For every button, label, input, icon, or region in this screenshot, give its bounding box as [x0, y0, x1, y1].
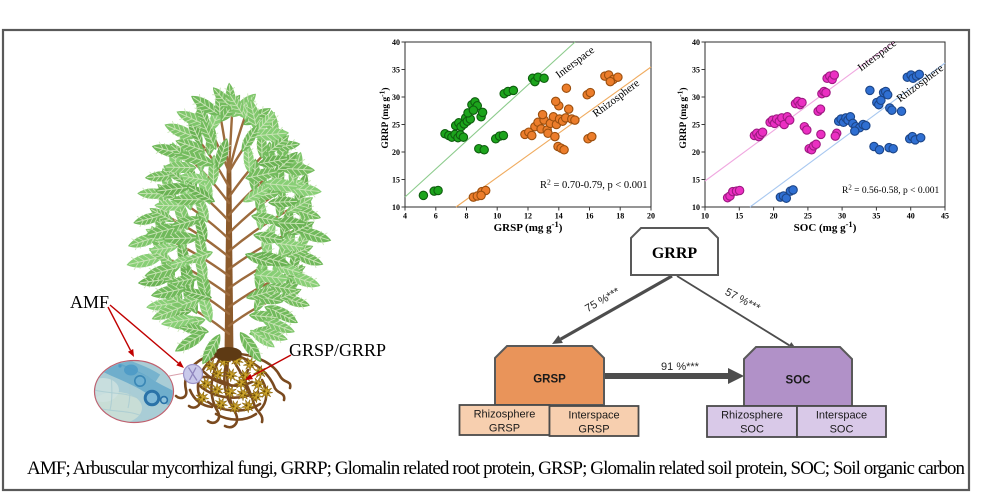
svg-text:R2 = 0.70-0.79, p < 0.001: R2 = 0.70-0.79, p < 0.001 — [540, 178, 648, 192]
svg-text:25: 25 — [392, 120, 400, 129]
svg-text:10: 10 — [692, 203, 700, 212]
svg-text:57 %***: 57 %*** — [723, 286, 763, 315]
svg-text:30: 30 — [692, 93, 700, 102]
svg-text:8: 8 — [465, 212, 469, 221]
svg-text:30: 30 — [392, 93, 400, 102]
svg-text:40: 40 — [392, 38, 400, 47]
svg-text:GRSP: GRSP — [533, 374, 566, 386]
svg-text:40: 40 — [692, 38, 700, 47]
svg-text:GRSP (mg g-1): GRSP (mg g-1) — [494, 219, 563, 234]
svg-text:Rhizosphere: Rhizosphere — [474, 409, 536, 421]
svg-text:Interspace: Interspace — [816, 410, 867, 422]
svg-text:20: 20 — [647, 212, 655, 221]
svg-text:Rhizosphere: Rhizosphere — [721, 410, 783, 422]
svg-text:14: 14 — [555, 212, 563, 221]
svg-text:15: 15 — [735, 212, 743, 221]
svg-text:GRRP (mg g-1): GRRP (mg g-1) — [378, 87, 392, 148]
svg-text:20: 20 — [770, 212, 778, 221]
svg-text:40: 40 — [907, 212, 915, 221]
svg-text:30: 30 — [838, 212, 846, 221]
svg-text:35: 35 — [872, 212, 880, 221]
svg-text:Interspace: Interspace — [568, 410, 619, 422]
svg-text:GRRP (mg g-1): GRRP (mg g-1) — [676, 87, 690, 148]
svg-text:45: 45 — [941, 212, 949, 221]
svg-text:35: 35 — [692, 65, 700, 74]
svg-text:SOC: SOC — [830, 424, 854, 436]
svg-text:GRSP/GRRP: GRSP/GRRP — [289, 340, 386, 360]
svg-text:25: 25 — [804, 212, 812, 221]
svg-text:25: 25 — [692, 120, 700, 129]
svg-text:SOC: SOC — [786, 375, 811, 387]
svg-text:20: 20 — [392, 148, 400, 157]
svg-text:10: 10 — [392, 203, 400, 212]
svg-text:4: 4 — [403, 212, 407, 221]
svg-text:SOC (mg g-1): SOC (mg g-1) — [794, 219, 857, 234]
svg-text:SOC: SOC — [740, 424, 764, 436]
svg-text:15: 15 — [692, 175, 700, 184]
svg-text:10: 10 — [701, 212, 709, 221]
svg-text:16: 16 — [586, 212, 594, 221]
svg-text:12: 12 — [524, 212, 532, 221]
svg-text:35: 35 — [392, 65, 400, 74]
svg-text:18: 18 — [616, 212, 624, 221]
svg-text:GRRP: GRRP — [652, 245, 698, 262]
svg-text:6: 6 — [434, 212, 438, 221]
svg-text:91 %***: 91 %*** — [661, 361, 700, 373]
svg-text:75 %***: 75 %*** — [583, 285, 622, 315]
svg-text:AMF; Arbuscular mycorrhizal fu: AMF; Arbuscular mycorrhizal fungi, GRRP;… — [27, 458, 966, 479]
svg-text:GRSP: GRSP — [489, 423, 520, 435]
svg-text:10: 10 — [493, 212, 501, 221]
svg-text:R2 = 0.56-0.58, p < 0.001: R2 = 0.56-0.58, p < 0.001 — [842, 185, 940, 197]
svg-text:15: 15 — [392, 175, 400, 184]
svg-text:GRSP: GRSP — [578, 424, 609, 436]
svg-text:20: 20 — [692, 148, 700, 157]
svg-text:AMF: AMF — [70, 292, 109, 312]
